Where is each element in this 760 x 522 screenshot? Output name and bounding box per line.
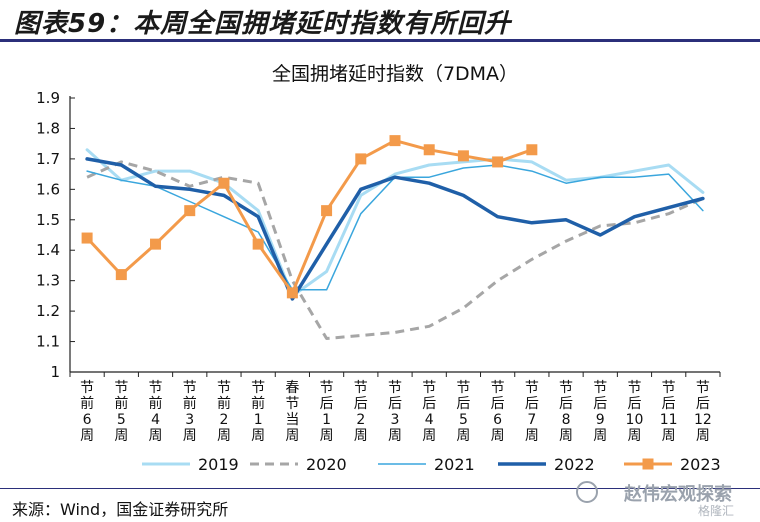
x-tick-label: 节后 7 周	[525, 380, 539, 444]
data-point-2023	[218, 177, 230, 189]
x-tick-label: 节后 10 周	[626, 380, 644, 444]
y-tick-label: 1.3	[36, 272, 60, 290]
x-tick-label: 节后 12 周	[694, 380, 712, 444]
legend-label-2022: 2022	[554, 455, 595, 474]
legend: 2019 2020 2021 2022 2023	[142, 455, 721, 474]
data-point-2023	[389, 135, 401, 147]
x-tick-label: 节前 4 周	[149, 380, 163, 444]
title-rule	[0, 39, 760, 42]
data-point-2023	[355, 153, 367, 165]
data-point-2023	[457, 150, 469, 162]
data-point-2023	[184, 205, 196, 217]
y-tick-label: 1.6	[36, 180, 60, 198]
x-tick-label: 节前 2 周	[217, 380, 231, 444]
series-line-2019	[85, 148, 705, 298]
y-tick-label: 1.5	[36, 211, 60, 229]
x-tick-label: 节后 6 周	[491, 380, 505, 444]
y-tick-label: 1.9	[36, 89, 60, 107]
data-point-2023	[526, 144, 538, 156]
y-tick-label: 1.4	[36, 241, 60, 259]
x-tick-label: 春节当周	[285, 380, 299, 444]
data-point-2023	[492, 156, 504, 168]
series-line-2023	[85, 139, 534, 295]
x-tick-label: 节后 9 周	[593, 380, 607, 444]
y-tick-label: 1.2	[36, 302, 60, 320]
legend-marker-2023	[642, 458, 654, 470]
watermark: 赵伟宏观探索	[624, 484, 732, 505]
chart-title: 全国拥堵延时指数（7DMA）	[272, 63, 518, 85]
y-tick-label: 1	[50, 363, 60, 381]
x-tick-label: 节后 3 周	[388, 380, 402, 444]
series-line-2022	[85, 157, 705, 301]
data-point-2023	[81, 232, 93, 244]
x-tick-label: 节后 5 周	[456, 380, 470, 444]
series-lines	[81, 135, 705, 340]
x-tick-label: 节后 1 周	[320, 380, 334, 444]
legend-label-2019: 2019	[198, 455, 239, 474]
series-line-2021	[86, 164, 704, 291]
source-note: 来源：Wind，国金证券研究所	[12, 500, 229, 519]
data-point-2023	[252, 238, 264, 250]
x-tick-label: 节后 8 周	[559, 380, 573, 444]
x-tick-label: 节后 2 周	[354, 380, 368, 444]
wechat-icon	[576, 481, 598, 503]
x-tick-label: 节后 4 周	[422, 380, 436, 444]
x-tick-label: 节前 3 周	[183, 380, 197, 444]
data-point-2023	[321, 205, 333, 217]
x-tick-label: 节后 11 周	[660, 380, 678, 444]
data-point-2023	[423, 144, 435, 156]
data-point-2023	[286, 287, 298, 299]
series-line-2020	[86, 160, 704, 340]
axes: 1 1.1 1.2 1.3 1.4 1.5 1.6 1.7 1.8 1.9 节前 6 周 节前 5 周 节前 4 周…	[36, 89, 721, 444]
y-tick-label: 1.1	[36, 333, 60, 351]
legend-label-2020: 2020	[306, 455, 347, 474]
legend-label-2023: 2023	[680, 455, 721, 474]
data-point-2023	[150, 238, 162, 250]
y-tick-label: 1.7	[36, 150, 60, 168]
x-tick-label: 节前 5 周	[114, 380, 128, 444]
watermark-sub: 格隆汇	[697, 504, 734, 518]
figure-title: 图表59：本周全国拥堵延时指数有所回升	[14, 9, 512, 39]
x-tick-label: 节前 1 周	[251, 380, 265, 444]
y-tick-label: 1.8	[36, 119, 60, 137]
data-point-2023	[115, 269, 127, 281]
source-rule	[0, 488, 760, 489]
legend-label-2021: 2021	[434, 455, 475, 474]
x-tick-label: 节前 6 周	[80, 380, 94, 444]
